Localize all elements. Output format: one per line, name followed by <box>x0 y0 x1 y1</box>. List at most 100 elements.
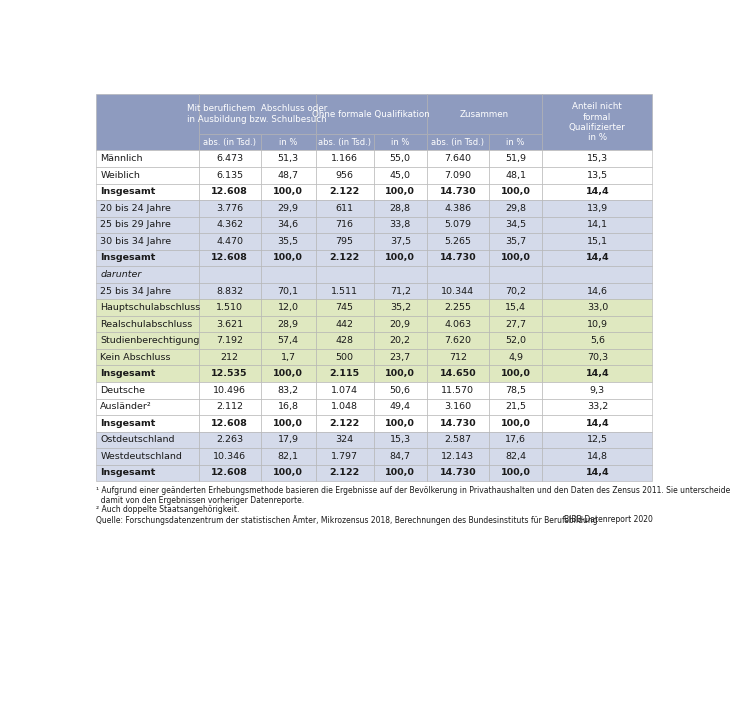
Text: 35,5: 35,5 <box>277 237 299 246</box>
Bar <box>374 167 427 183</box>
Text: 5.079: 5.079 <box>445 221 472 229</box>
Bar <box>489 349 542 365</box>
Text: 100,0: 100,0 <box>501 419 531 428</box>
Bar <box>261 233 315 250</box>
Bar <box>315 382 374 399</box>
Bar <box>489 183 542 200</box>
Text: 100,0: 100,0 <box>501 253 531 263</box>
Text: Ausländer²: Ausländer² <box>100 402 152 411</box>
Text: 4.386: 4.386 <box>445 204 472 213</box>
Text: 795: 795 <box>336 237 353 246</box>
Bar <box>96 200 199 216</box>
Text: 428: 428 <box>336 336 353 345</box>
Text: 12.535: 12.535 <box>212 369 248 378</box>
Text: 2.587: 2.587 <box>445 435 472 445</box>
Bar <box>489 266 542 283</box>
Bar <box>374 200 427 216</box>
Bar <box>96 299 199 316</box>
Bar <box>199 134 261 150</box>
Text: 48,7: 48,7 <box>277 170 299 180</box>
Text: darunter: darunter <box>100 270 142 279</box>
Text: 20,9: 20,9 <box>390 319 411 329</box>
Text: 100,0: 100,0 <box>501 369 531 378</box>
Text: 1.074: 1.074 <box>331 386 358 395</box>
Bar <box>199 432 261 448</box>
Text: 12.143: 12.143 <box>442 452 474 461</box>
Bar <box>427 465 489 481</box>
Text: 37,5: 37,5 <box>390 237 411 246</box>
Bar <box>261 465 315 481</box>
Bar <box>489 283 542 299</box>
Text: 33,0: 33,0 <box>587 303 608 312</box>
Text: 12,5: 12,5 <box>587 435 608 445</box>
Bar <box>427 299 489 316</box>
Bar <box>315 283 374 299</box>
Bar <box>374 134 427 150</box>
Text: 25 bis 29 Jahre: 25 bis 29 Jahre <box>100 221 171 229</box>
Bar <box>374 299 427 316</box>
Bar <box>199 200 261 216</box>
Bar <box>489 465 542 481</box>
Text: 20,2: 20,2 <box>390 336 411 345</box>
Text: 14,4: 14,4 <box>585 468 609 478</box>
Bar <box>199 167 261 183</box>
Text: 956: 956 <box>336 170 353 180</box>
Bar <box>374 349 427 365</box>
Text: Weiblich: Weiblich <box>100 170 140 180</box>
Bar <box>427 216 489 233</box>
Text: 611: 611 <box>336 204 353 213</box>
Text: 70,1: 70,1 <box>277 286 299 296</box>
Bar <box>199 283 261 299</box>
Text: 10.346: 10.346 <box>213 452 246 461</box>
Text: Quelle: Forschungsdatenzentrum der statistischen Ämter, Mikrozensus 2018, Berech: Quelle: Forschungsdatenzentrum der stati… <box>96 516 597 526</box>
Text: 100,0: 100,0 <box>501 468 531 478</box>
Bar <box>96 365 199 382</box>
Text: abs. (in Tsd.): abs. (in Tsd.) <box>318 137 371 147</box>
Text: 78,5: 78,5 <box>505 386 526 395</box>
Bar <box>261 349 315 365</box>
Text: 14.730: 14.730 <box>439 188 476 196</box>
Text: 12.608: 12.608 <box>211 419 248 428</box>
Bar <box>261 150 315 167</box>
Text: Deutsche: Deutsche <box>100 386 145 395</box>
Bar <box>542 250 653 266</box>
Text: 14,4: 14,4 <box>585 369 609 378</box>
Text: 7.090: 7.090 <box>445 170 472 180</box>
Text: 12.608: 12.608 <box>211 468 248 478</box>
Bar <box>96 382 199 399</box>
Bar <box>199 415 261 432</box>
Bar <box>374 250 427 266</box>
Text: 1.797: 1.797 <box>331 452 358 461</box>
Bar <box>427 283 489 299</box>
Bar <box>261 250 315 266</box>
Text: 21,5: 21,5 <box>505 402 526 411</box>
Text: 16,8: 16,8 <box>277 402 299 411</box>
Text: 5,6: 5,6 <box>590 336 605 345</box>
Text: 5.265: 5.265 <box>445 237 472 246</box>
Bar <box>542 200 653 216</box>
Text: 70,3: 70,3 <box>587 353 608 362</box>
Text: 17,6: 17,6 <box>505 435 526 445</box>
Text: Insgesamt: Insgesamt <box>100 468 155 478</box>
Bar <box>96 150 199 167</box>
Text: 83,2: 83,2 <box>277 386 299 395</box>
Bar <box>315 150 374 167</box>
Bar <box>261 316 315 332</box>
Bar <box>315 415 374 432</box>
Bar <box>261 134 315 150</box>
Bar <box>199 216 261 233</box>
Text: 2.255: 2.255 <box>445 303 472 312</box>
Text: 10,9: 10,9 <box>587 319 608 329</box>
Bar <box>427 382 489 399</box>
Text: 13,9: 13,9 <box>587 204 608 213</box>
Bar <box>199 448 261 465</box>
Text: 51,3: 51,3 <box>277 154 299 163</box>
Bar <box>315 299 374 316</box>
Bar <box>374 316 427 332</box>
Text: 100,0: 100,0 <box>273 253 303 263</box>
Text: Realschulabschluss: Realschulabschluss <box>100 319 193 329</box>
Bar <box>315 332 374 349</box>
Bar <box>96 266 199 283</box>
Text: Kein Abschluss: Kein Abschluss <box>100 353 171 362</box>
Bar <box>374 432 427 448</box>
